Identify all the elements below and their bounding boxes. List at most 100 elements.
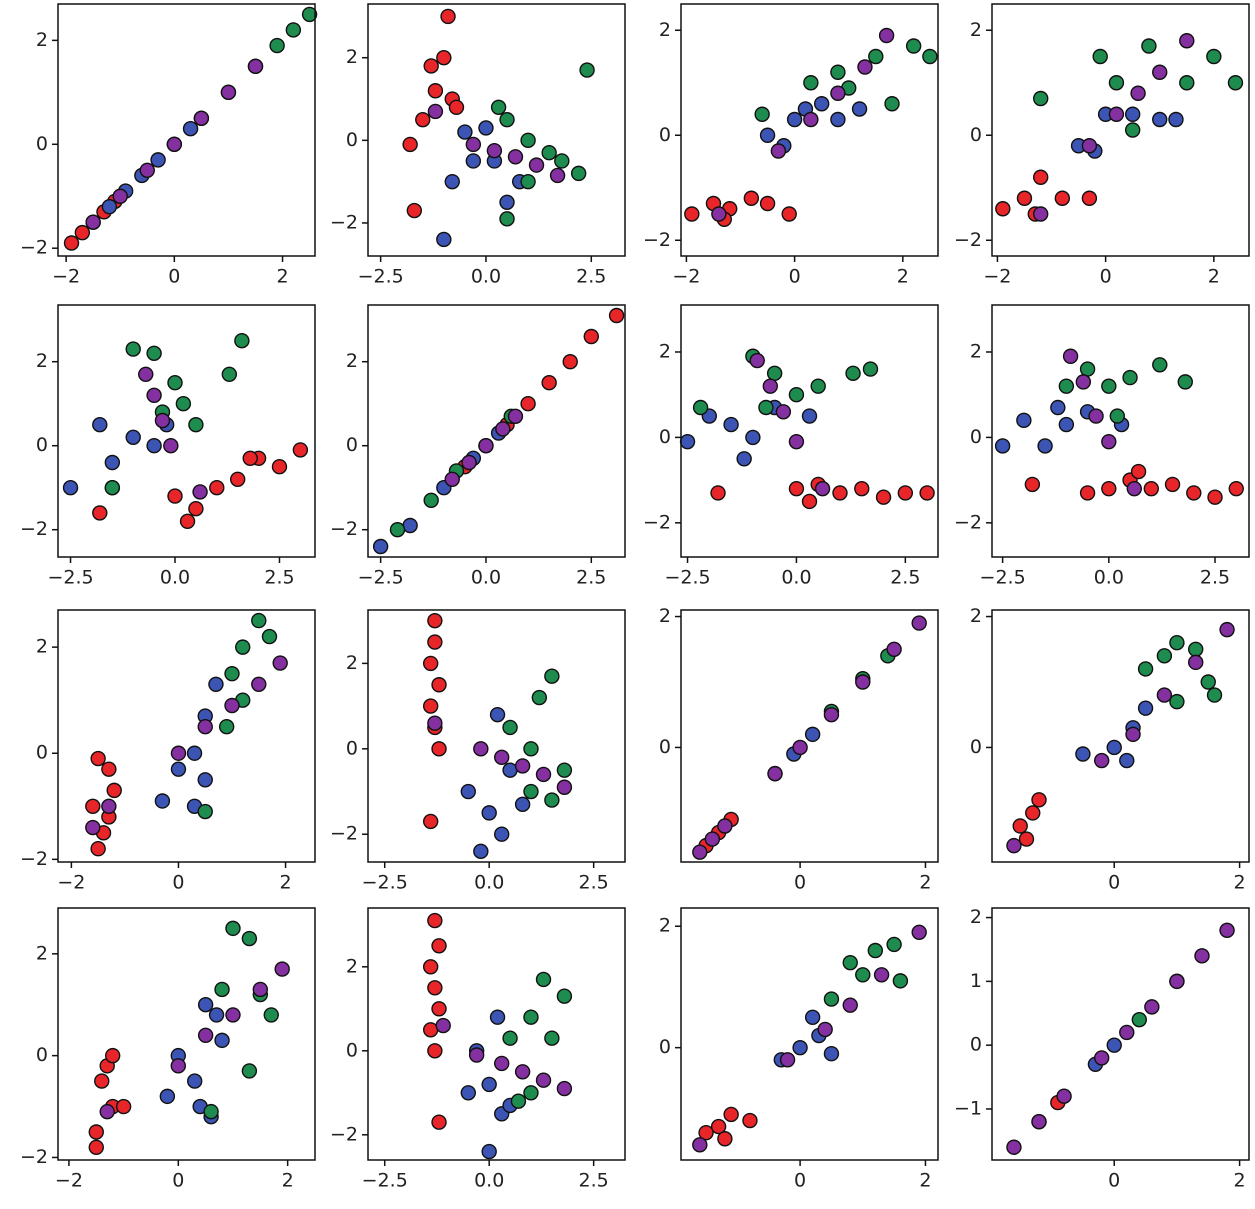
point	[1228, 480, 1244, 497]
y-tick-label: 2	[970, 340, 982, 362]
point	[460, 1085, 476, 1101]
point	[544, 792, 560, 808]
point	[457, 124, 473, 140]
point	[520, 132, 536, 149]
x-tick-label: 0.0	[160, 567, 190, 589]
x-tick-label: 2.5	[576, 266, 606, 288]
point	[92, 417, 108, 433]
axes-frame	[680, 304, 939, 558]
point	[170, 1058, 186, 1074]
y-tick-label: 0	[36, 742, 48, 764]
x-tick-label: 0	[789, 266, 801, 288]
x-tick-label: −2.5	[362, 1170, 408, 1192]
point	[749, 352, 765, 369]
point	[514, 1064, 531, 1080]
x-tick-label: −2	[57, 872, 85, 894]
point	[692, 1137, 708, 1153]
point	[692, 399, 709, 416]
axes-frame	[57, 3, 316, 257]
y-tick-label: 2	[659, 340, 671, 362]
x-tick-label: −2.5	[358, 567, 404, 589]
point	[1156, 648, 1173, 664]
point	[1152, 64, 1168, 80]
point	[1081, 190, 1098, 206]
point	[556, 762, 573, 778]
x-tick-label: 0.0	[781, 567, 811, 589]
point	[710, 1118, 727, 1135]
y-tick-label: 0	[659, 736, 671, 758]
x-tick-label: 2	[919, 872, 931, 894]
axes-frame	[991, 304, 1250, 558]
point	[523, 1085, 539, 1101]
point	[481, 1143, 497, 1160]
point	[698, 1124, 714, 1141]
point	[423, 58, 439, 74]
point	[422, 813, 439, 830]
point	[854, 480, 870, 497]
point	[679, 433, 696, 450]
axes-frame	[57, 304, 316, 558]
point	[224, 665, 240, 682]
y-tick-label: 2	[36, 350, 48, 372]
point	[150, 152, 166, 168]
point	[261, 628, 278, 645]
point	[556, 779, 573, 795]
point	[224, 697, 240, 714]
point	[1106, 739, 1122, 756]
y-tick-label: 0	[659, 124, 671, 146]
point	[182, 121, 199, 137]
y-tick-label: −2	[330, 823, 358, 845]
point	[188, 501, 204, 517]
point	[514, 796, 531, 813]
x-tick-label: 0.0	[1094, 567, 1124, 589]
point	[1075, 746, 1091, 762]
x-tick-label: −2	[672, 266, 700, 288]
point	[1101, 433, 1117, 450]
point	[170, 761, 187, 777]
point	[886, 641, 902, 657]
point	[163, 438, 179, 454]
point	[1032, 90, 1049, 107]
point	[745, 429, 761, 446]
axes-frame	[991, 3, 1250, 257]
point	[842, 954, 858, 971]
point	[710, 485, 726, 501]
point	[786, 111, 803, 128]
y-tick-label: 2	[970, 605, 982, 627]
x-tick-label: 0.0	[471, 567, 501, 589]
point	[431, 1114, 447, 1130]
x-tick-label: 2.5	[579, 1170, 609, 1192]
point	[431, 677, 447, 693]
point	[241, 930, 258, 947]
point	[427, 103, 444, 120]
point	[422, 698, 439, 714]
point	[823, 1046, 840, 1062]
x-tick-label: −2.5	[358, 266, 404, 288]
point	[723, 1106, 739, 1123]
point	[427, 612, 443, 629]
point	[167, 488, 183, 504]
point	[1016, 190, 1033, 206]
point	[867, 942, 884, 959]
point	[523, 1009, 539, 1025]
point	[235, 639, 251, 655]
point	[197, 803, 213, 820]
y-tick-label: 0	[970, 426, 982, 448]
point	[556, 988, 573, 1004]
point	[422, 655, 439, 672]
point	[92, 505, 108, 521]
point	[531, 689, 548, 706]
point	[179, 513, 196, 529]
point	[225, 920, 241, 937]
point	[868, 48, 884, 65]
point	[1093, 1050, 1110, 1066]
x-tick-label: 2	[1234, 872, 1246, 894]
y-tick-label: 0	[659, 426, 671, 448]
point	[583, 328, 599, 345]
point	[1152, 111, 1168, 128]
point	[684, 206, 700, 222]
point	[736, 451, 752, 467]
point	[775, 404, 792, 420]
point	[608, 307, 625, 324]
